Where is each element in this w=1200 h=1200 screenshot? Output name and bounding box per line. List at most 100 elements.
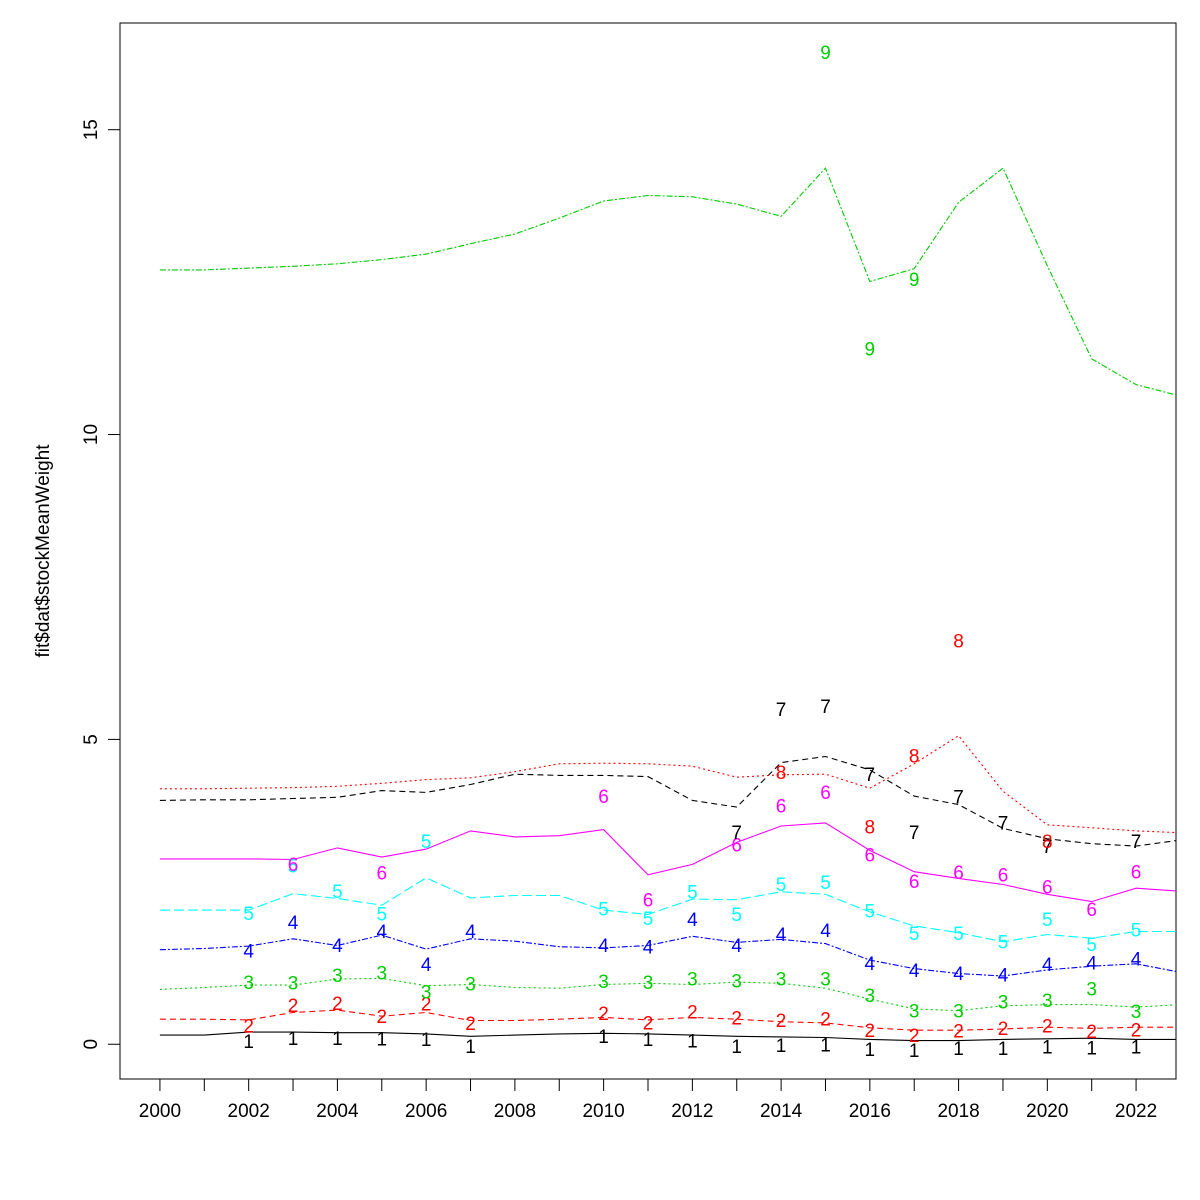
observed-point-5: 5 xyxy=(1131,920,1142,941)
observed-point-6: 6 xyxy=(288,855,299,876)
observed-point-6: 6 xyxy=(909,872,920,893)
x-tick-label: 2016 xyxy=(849,1101,891,1122)
observed-point-6: 6 xyxy=(643,891,654,912)
observed-point-5: 5 xyxy=(820,873,831,894)
x-tick-label: 2004 xyxy=(316,1101,359,1122)
observed-point-1: 1 xyxy=(421,1030,432,1051)
observed-point-4: 4 xyxy=(687,910,698,931)
observed-point-7: 7 xyxy=(1131,832,1142,853)
observed-point-2: 2 xyxy=(465,1014,476,1035)
observed-point-4: 4 xyxy=(1086,953,1097,974)
observed-point-8: 8 xyxy=(953,631,964,652)
observed-point-1: 1 xyxy=(1131,1037,1142,1058)
observed-point-5: 5 xyxy=(332,882,343,903)
observed-point-5: 5 xyxy=(1042,910,1053,931)
observed-point-6: 6 xyxy=(1042,878,1053,899)
x-tick-label: 2012 xyxy=(671,1101,713,1122)
observed-point-4: 4 xyxy=(909,961,920,982)
observed-point-4: 4 xyxy=(598,936,609,957)
observed-point-2: 2 xyxy=(377,1007,388,1028)
observed-point-6: 6 xyxy=(731,836,742,857)
observed-point-4: 4 xyxy=(865,954,876,975)
observed-point-5: 5 xyxy=(776,875,787,896)
observed-point-3: 3 xyxy=(332,966,343,987)
observed-point-2: 2 xyxy=(1086,1022,1097,1043)
observed-point-3: 3 xyxy=(820,970,831,991)
x-tick-label: 2018 xyxy=(937,1101,979,1122)
series-line-9 xyxy=(159,167,1176,396)
observed-point-5: 5 xyxy=(998,933,1009,954)
y-tick-label: 10 xyxy=(81,424,102,445)
series-line-2 xyxy=(159,1009,1176,1031)
observed-point-4: 4 xyxy=(465,922,476,943)
observed-point-5: 5 xyxy=(865,901,876,922)
y-tick-label: 0 xyxy=(81,1039,102,1050)
observed-point-8: 8 xyxy=(776,763,787,784)
observed-point-6: 6 xyxy=(1086,900,1097,921)
observed-point-3: 3 xyxy=(909,1001,920,1022)
series-line-8 xyxy=(159,734,1176,834)
observed-point-9: 9 xyxy=(820,43,831,64)
series-line-6 xyxy=(159,822,1176,903)
observed-point-7: 7 xyxy=(998,814,1009,835)
observed-point-5: 5 xyxy=(953,924,964,945)
observed-point-6: 6 xyxy=(377,864,388,885)
observed-point-2: 2 xyxy=(1042,1017,1053,1038)
x-tick-label: 2020 xyxy=(1026,1101,1068,1122)
observed-point-8: 8 xyxy=(909,747,920,768)
observed-point-7: 7 xyxy=(731,823,742,844)
observed-point-1: 1 xyxy=(731,1037,742,1058)
observed-point-4: 4 xyxy=(288,913,299,934)
observed-point-2: 2 xyxy=(865,1021,876,1042)
y-axis-label: fit$dat$stockMeanWeight xyxy=(33,444,54,658)
x-tick-label: 2002 xyxy=(228,1101,270,1122)
observed-point-1: 1 xyxy=(243,1032,254,1053)
observed-point-5: 5 xyxy=(1086,935,1097,956)
observed-point-1: 1 xyxy=(1042,1037,1053,1058)
series-line-5 xyxy=(159,877,1176,943)
observed-point-6: 6 xyxy=(865,845,876,866)
observed-point-7: 7 xyxy=(909,823,920,844)
observed-point-2: 2 xyxy=(643,1014,654,1035)
observed-point-1: 1 xyxy=(687,1031,698,1052)
observed-point-2: 2 xyxy=(998,1019,1009,1040)
observed-point-3: 3 xyxy=(776,970,787,991)
observed-point-4: 4 xyxy=(377,922,388,943)
observed-point-5: 5 xyxy=(243,904,254,925)
observed-point-4: 4 xyxy=(643,937,654,958)
observed-point-7: 7 xyxy=(820,697,831,718)
observed-point-3: 3 xyxy=(865,986,876,1007)
observed-point-4: 4 xyxy=(998,966,1009,987)
observed-point-5: 5 xyxy=(598,900,609,921)
observed-point-2: 2 xyxy=(598,1004,609,1025)
observed-point-4: 4 xyxy=(243,942,254,963)
x-tick-label: 2000 xyxy=(139,1101,181,1122)
observed-point-3: 3 xyxy=(377,964,388,985)
observed-point-2: 2 xyxy=(687,1003,698,1024)
observed-point-1: 1 xyxy=(598,1027,609,1048)
observed-point-3: 3 xyxy=(598,972,609,993)
observed-point-3: 3 xyxy=(243,973,254,994)
observed-point-3: 3 xyxy=(421,983,432,1004)
observed-point-1: 1 xyxy=(953,1039,964,1060)
observed-point-4: 4 xyxy=(776,925,787,946)
observed-point-3: 3 xyxy=(1131,1002,1142,1023)
y-tick-label: 15 xyxy=(81,119,102,140)
observed-point-6: 6 xyxy=(776,797,787,818)
observed-point-1: 1 xyxy=(820,1036,831,1057)
series-line-1 xyxy=(159,1031,1176,1042)
observed-point-1: 1 xyxy=(998,1039,1009,1060)
observed-point-3: 3 xyxy=(643,973,654,994)
observed-point-2: 2 xyxy=(1131,1020,1142,1041)
observed-point-1: 1 xyxy=(377,1030,388,1051)
observed-point-1: 1 xyxy=(288,1029,299,1050)
x-axis: 2000 2002 2004 2006 2008 2010 2012 2014 2016 2018… xyxy=(139,1078,1157,1122)
observed-point-1: 1 xyxy=(643,1030,654,1051)
series-line-7 xyxy=(159,755,1176,847)
observed-point-5: 5 xyxy=(377,905,388,926)
observed-point-4: 4 xyxy=(820,921,831,942)
observed-point-3: 3 xyxy=(731,972,742,993)
observed-point-3: 3 xyxy=(1042,991,1053,1012)
observed-point-4: 4 xyxy=(332,936,343,957)
observed-point-4: 4 xyxy=(1131,950,1142,971)
